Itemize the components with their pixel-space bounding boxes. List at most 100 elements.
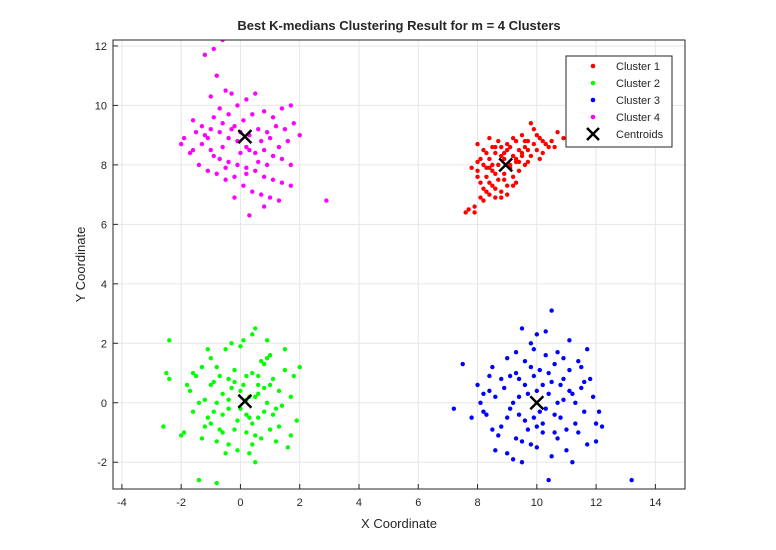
data-point (481, 147, 486, 153)
data-point (214, 400, 219, 405)
data-point (502, 150, 507, 156)
data-point (510, 174, 516, 179)
data-point (510, 457, 516, 462)
data-point (534, 332, 540, 337)
data-point (205, 135, 211, 141)
data-point (487, 388, 492, 394)
data-point (208, 94, 214, 99)
data-point (238, 388, 243, 394)
data-point (558, 415, 563, 420)
data-point (519, 132, 525, 138)
data-point (261, 204, 267, 209)
data-point (525, 391, 531, 397)
data-point (564, 448, 569, 453)
data-point (549, 308, 554, 313)
data-point (478, 156, 483, 162)
data-point (496, 433, 501, 438)
data-point (217, 427, 222, 432)
data-point (178, 141, 184, 147)
y-tick-label: 12 (95, 41, 107, 53)
data-point (573, 421, 578, 426)
data-point (214, 480, 219, 486)
data-point (223, 347, 228, 352)
data-point (241, 118, 246, 123)
data-point (294, 418, 299, 423)
data-point (516, 159, 522, 165)
data-point (549, 454, 554, 459)
data-point (223, 165, 228, 171)
data-point (297, 364, 302, 370)
data-point (205, 347, 211, 352)
data-point (519, 326, 525, 331)
data-point (235, 162, 240, 168)
data-point (525, 138, 531, 144)
data-point (552, 412, 557, 417)
data-point (267, 427, 273, 432)
centroid-stroke (237, 129, 253, 145)
data-point (516, 376, 522, 382)
data-point (629, 477, 634, 483)
data-point (270, 153, 276, 159)
data-point (573, 400, 578, 405)
legend-marker (590, 63, 596, 69)
data-point (522, 144, 528, 150)
data-point (244, 430, 249, 435)
data-point (484, 174, 489, 179)
data-point (288, 162, 294, 168)
data-point (522, 382, 528, 388)
data-point (261, 109, 267, 114)
legend-label: Cluster 4 (616, 112, 660, 124)
data-point (279, 180, 285, 185)
data-point (193, 129, 199, 135)
data-point (469, 415, 474, 420)
data-point (190, 370, 196, 376)
data-point (584, 347, 590, 352)
data-point (208, 127, 214, 132)
data-point (490, 427, 495, 432)
centroid-stroke (529, 395, 545, 411)
data-point (264, 355, 270, 361)
data-point (475, 159, 480, 165)
data-point (510, 400, 516, 405)
data-point (211, 409, 216, 414)
data-point (596, 409, 602, 414)
legend-box (565, 55, 673, 148)
data-point (481, 391, 486, 397)
data-point (478, 195, 483, 200)
data-point (499, 153, 504, 159)
data-point (534, 445, 540, 450)
data-point (502, 385, 507, 391)
data-point (561, 135, 566, 141)
data-point (543, 141, 548, 147)
data-point (481, 198, 486, 203)
data-point (593, 439, 599, 444)
legend-centroid-marker (586, 127, 600, 141)
data-point (258, 436, 264, 441)
data-point (516, 394, 522, 400)
data-point (208, 382, 214, 388)
data-point (250, 112, 255, 117)
data-point (196, 162, 202, 168)
data-point (223, 177, 228, 182)
data-point (475, 168, 480, 174)
data-point (552, 144, 557, 150)
data-point (528, 121, 534, 126)
data-point (478, 400, 483, 405)
data-point (288, 183, 294, 188)
data-point (481, 162, 486, 168)
data-point (531, 373, 537, 379)
legend-label: Centroids (616, 129, 664, 141)
data-point (226, 376, 231, 382)
data-point (226, 135, 231, 141)
data-point (229, 91, 234, 96)
data-point (244, 165, 249, 171)
data-point (487, 156, 492, 162)
data-point (540, 138, 545, 144)
data-point (253, 460, 258, 465)
data-point (199, 124, 205, 129)
data-point (291, 121, 296, 126)
data-point (285, 445, 291, 450)
data-point (513, 436, 519, 441)
data-point (226, 442, 231, 447)
data-point (525, 159, 531, 165)
